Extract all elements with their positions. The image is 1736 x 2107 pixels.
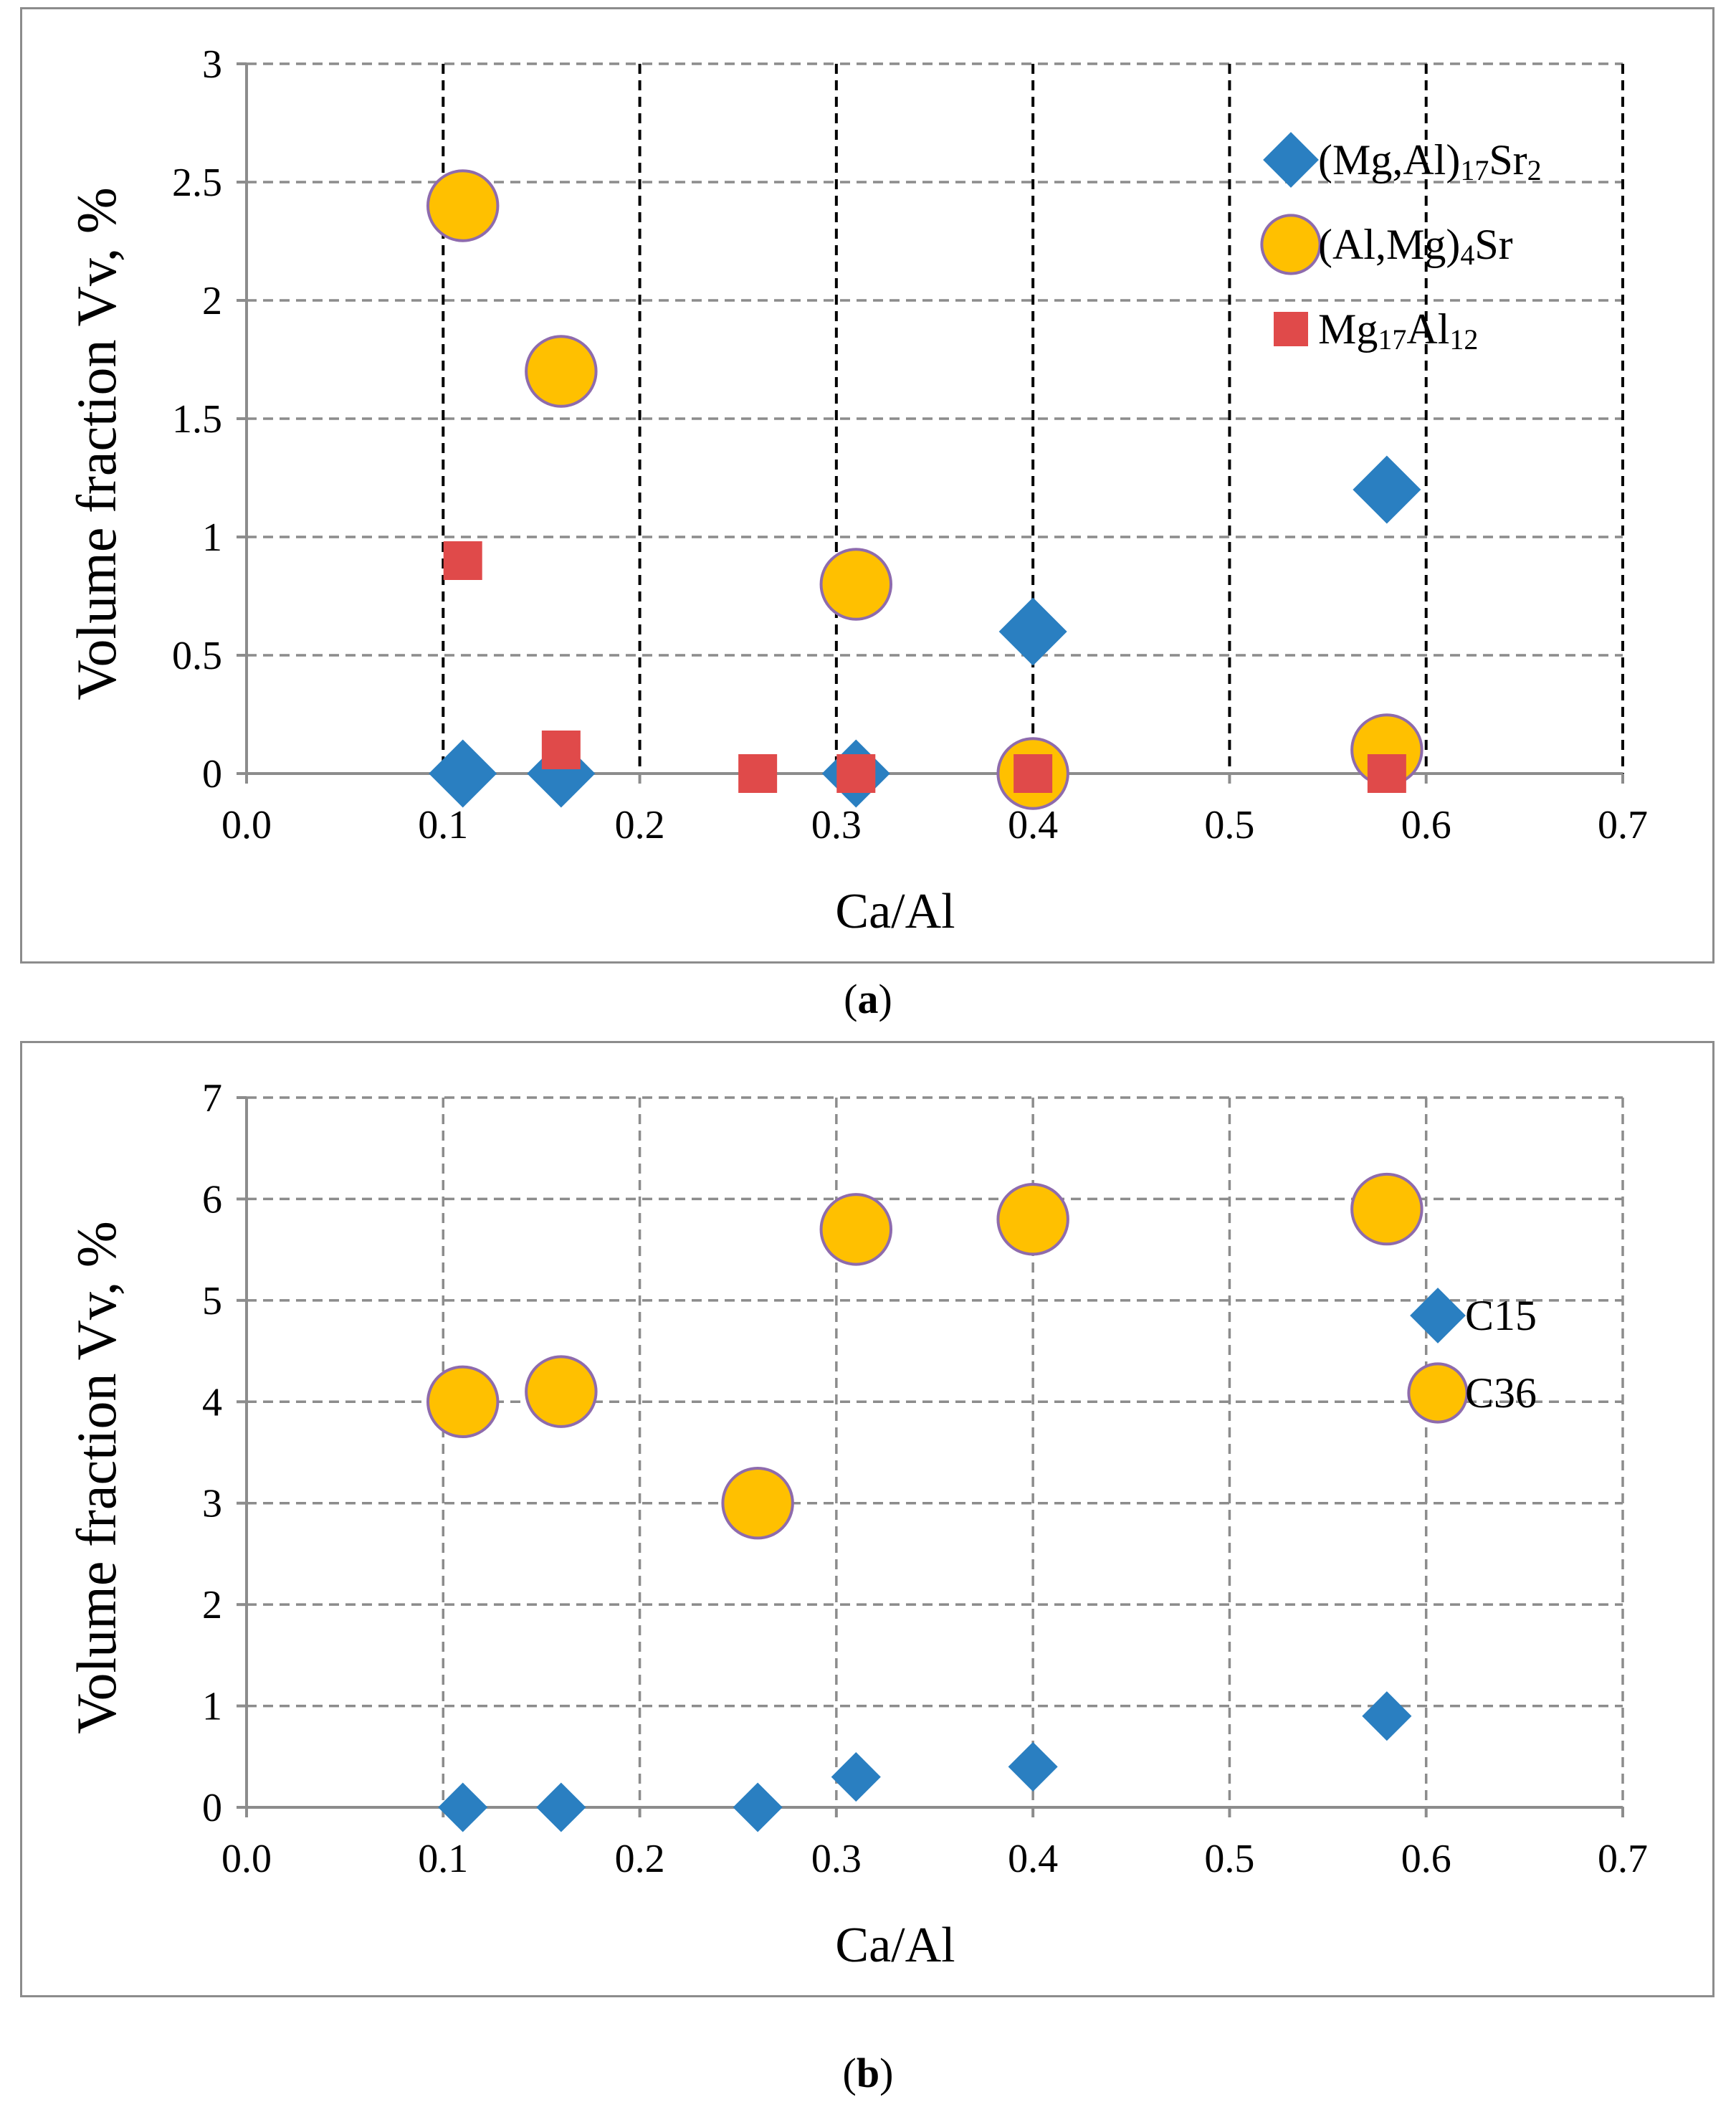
x-tick-label: 0.6	[1401, 803, 1451, 847]
x-tick-label: 0.1	[418, 803, 468, 847]
legend-label-part: (Mg,Al)	[1318, 136, 1460, 184]
data-point	[819, 548, 893, 621]
chart-a-svg: 0 0.5 1 1.5 2 2.5 3 0.0 0.1 0.2 0.3 0.4 0.5 0.6 0.7 Ca/…	[65, 42, 1648, 939]
x-axis-label: Ca/Al	[835, 884, 955, 939]
legend-marker	[1410, 1288, 1466, 1343]
y-tick-label: 1	[202, 1685, 222, 1729]
y-tick-label: 6	[202, 1177, 222, 1222]
legend: C15 C36	[1407, 1288, 1537, 1424]
caption-a-letter: a	[857, 976, 879, 1022]
legend-label-part: Sr	[1489, 136, 1527, 184]
x-tick-label: 0.0	[221, 1837, 272, 1881]
data-point	[721, 1466, 794, 1540]
data-point	[819, 1193, 893, 1266]
y-tick-label: 1	[202, 515, 222, 560]
legend-marker	[1407, 1362, 1469, 1424]
caption-b-letter: b	[856, 2050, 880, 2096]
data-point	[998, 597, 1067, 666]
caption-b: (b)	[842, 2050, 894, 2096]
y-tick-label: 0.5	[172, 634, 222, 678]
x-tick-label: 0.3	[811, 803, 862, 847]
data-point	[438, 1782, 488, 1832]
legend-label: (Al,Mg)4Sr	[1318, 221, 1513, 271]
legend-label: C36	[1465, 1369, 1537, 1417]
legend-label-part: Mg	[1318, 305, 1378, 353]
caption-a: (a)	[844, 976, 892, 1022]
data-point	[1014, 754, 1053, 793]
legend-label: Mg17Al12	[1318, 305, 1478, 356]
x-tick-label: 0.7	[1598, 1837, 1648, 1881]
data-point	[426, 1365, 500, 1439]
y-tick-label: 0	[202, 1786, 222, 1830]
x-tick-label: 0.6	[1401, 1837, 1451, 1881]
x-tick-label: 0.0	[221, 803, 272, 847]
legend-label: (Mg,Al)17Sr2	[1318, 136, 1542, 186]
legend-marker	[1263, 132, 1319, 188]
x-tick-label: 0.1	[418, 1837, 468, 1881]
y-tick-label: 2	[202, 279, 222, 323]
x-tick-label: 0.7	[1598, 803, 1648, 847]
x-axis-label: Ca/Al	[835, 1918, 955, 1973]
x-tick-label: 0.5	[1204, 803, 1254, 847]
x-tick-label: 0.2	[615, 1837, 665, 1881]
x-tick-label: 0.4	[1008, 1837, 1058, 1881]
x-tick-label: 0.5	[1204, 1837, 1254, 1881]
y-axis-label: Volume fraction Vv, %	[65, 1221, 128, 1734]
data-point	[426, 169, 500, 242]
data-point	[831, 1752, 881, 1802]
chart-panel-b: 0 1 2 3 4 5 6 7 0.0 0.1 0.2 0.3 0.4 0.5 0.6 0.7 Ca/Al Vol…	[20, 1041, 1714, 1997]
data-point	[1350, 1172, 1423, 1246]
legend-label-part: Sr	[1474, 221, 1512, 268]
series-2	[443, 541, 1406, 793]
legend-marker	[1260, 214, 1322, 275]
legend-label-part: 17	[1378, 323, 1406, 356]
legend-marker	[1274, 312, 1308, 346]
y-tick-label: 5	[202, 1279, 222, 1323]
data-point	[525, 335, 598, 408]
data-point	[738, 754, 778, 793]
legend-label-part: 4	[1460, 239, 1474, 271]
data-point	[1362, 1691, 1412, 1741]
legend-label: C15	[1465, 1292, 1537, 1339]
legend-label-part: C15	[1465, 1292, 1537, 1339]
data-point	[541, 731, 581, 769]
y-axis-label: Volume fraction Vv, %	[65, 187, 128, 700]
legend-label-part: C36	[1465, 1369, 1537, 1417]
x-tick-label: 0.2	[615, 803, 665, 847]
legend-label-part: 17	[1460, 154, 1489, 186]
series-0	[438, 1691, 1412, 1832]
data-point	[1008, 1741, 1058, 1792]
series-1	[426, 1172, 1423, 1540]
data-point	[996, 1182, 1069, 1256]
x-tick-label: 0.4	[1008, 803, 1058, 847]
data-point	[536, 1782, 586, 1832]
chart-panel-a: 0 0.5 1 1.5 2 2.5 3 0.0 0.1 0.2 0.3 0.4 0.5 0.6 0.7 Ca/…	[20, 7, 1714, 964]
y-tick-label: 7	[202, 1076, 222, 1121]
legend-label-part: Al	[1406, 305, 1449, 353]
y-tick-label: 3	[202, 42, 222, 87]
data-point	[443, 541, 482, 580]
legend-label-part: (Al,Mg)	[1318, 221, 1460, 268]
y-tick-label: 2.5	[172, 161, 222, 205]
y-tick-label: 3	[202, 1482, 222, 1526]
legend-label-part: 12	[1449, 323, 1478, 356]
data-point	[429, 739, 497, 808]
data-point	[1367, 754, 1406, 793]
data-point	[836, 754, 876, 793]
data-point	[525, 1355, 598, 1428]
legend-label-part: 2	[1527, 154, 1542, 186]
data-point	[1353, 455, 1421, 524]
y-tick-label: 2	[202, 1583, 222, 1627]
y-tick-label: 1.5	[172, 397, 222, 442]
y-tick-label: 4	[202, 1380, 222, 1425]
data-point	[733, 1782, 783, 1832]
x-tick-label: 0.3	[811, 1837, 862, 1881]
y-tick-label: 0	[202, 752, 222, 796]
chart-b-svg: 0 1 2 3 4 5 6 7 0.0 0.1 0.2 0.3 0.4 0.5 0.6 0.7 Ca/Al Vol…	[65, 1076, 1648, 1973]
